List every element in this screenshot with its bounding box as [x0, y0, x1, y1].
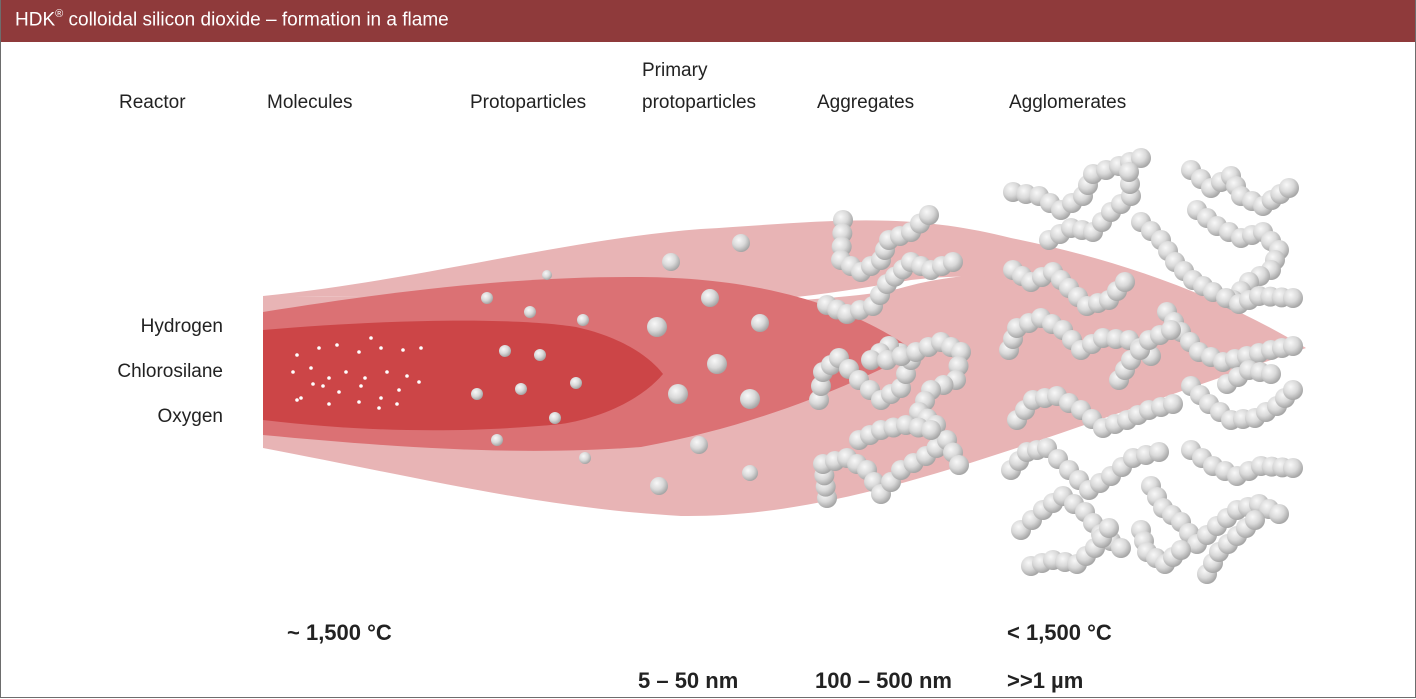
stage-label-primary-line1: Primary — [642, 60, 708, 81]
title-brand: HDK — [15, 9, 56, 31]
particle — [1161, 320, 1181, 340]
molecule-dot — [327, 376, 331, 380]
particle — [732, 234, 750, 252]
molecule-dot — [311, 382, 315, 386]
molecule-dot — [397, 388, 401, 392]
molecule-dot — [291, 370, 295, 374]
molecule-dot — [327, 402, 331, 406]
particle — [919, 205, 939, 225]
molecule-dot — [344, 370, 348, 374]
particle — [499, 345, 511, 357]
size-agglomerates: >>1 µm — [1007, 668, 1084, 693]
page-title: HDK® colloidal silicon dioxide – formati… — [15, 8, 449, 31]
molecule-dot — [295, 398, 299, 402]
molecule-dot — [295, 353, 299, 357]
particle — [1269, 504, 1289, 524]
particle — [647, 317, 667, 337]
molecule-dot — [337, 390, 341, 394]
molecule-dot — [309, 366, 313, 370]
particle — [690, 436, 708, 454]
particle — [1163, 394, 1183, 414]
particle — [1279, 178, 1299, 198]
particle — [668, 384, 688, 404]
particle — [707, 354, 727, 374]
molecule-dot — [417, 380, 421, 384]
particle — [742, 465, 758, 481]
particle — [1261, 364, 1281, 384]
particle — [577, 314, 589, 326]
particle — [1283, 336, 1303, 356]
stage-label-reactor: Reactor — [119, 92, 186, 113]
particle — [579, 452, 591, 464]
stage-label-primary-line2: protoparticles — [642, 92, 757, 113]
particle — [542, 270, 552, 280]
title-bar: HDK® colloidal silicon dioxide – formati… — [1, 0, 1415, 42]
size-aggregates: 100 – 500 nm — [815, 668, 952, 693]
stage-label-protoparticles: Protoparticles — [470, 92, 587, 113]
particle — [1171, 540, 1191, 560]
particle — [949, 455, 969, 475]
molecule-dot — [419, 346, 423, 350]
molecule-dot — [321, 384, 325, 388]
flame-core — [263, 320, 663, 431]
particle — [1149, 442, 1169, 462]
particle — [701, 289, 719, 307]
particle — [534, 349, 546, 361]
particle — [861, 350, 881, 370]
stage-label-agglomerates: Agglomerates — [1009, 92, 1127, 113]
particle — [740, 389, 760, 409]
molecule-dot — [359, 384, 363, 388]
input-label-oxygen: Oxygen — [157, 406, 223, 427]
particle — [1283, 458, 1303, 478]
molecule-dot — [363, 376, 367, 380]
molecule-dot — [317, 346, 321, 350]
particle — [481, 292, 493, 304]
particle — [1115, 272, 1135, 292]
molecule-dot — [299, 396, 303, 400]
input-label-chlorosilane: Chlorosilane — [117, 361, 223, 382]
molecule-dot — [385, 370, 389, 374]
molecule-dot — [357, 350, 361, 354]
particle — [1245, 510, 1265, 530]
particle — [1283, 288, 1303, 308]
particle — [515, 383, 527, 395]
particle — [570, 377, 582, 389]
stage-label-molecules: Molecules — [267, 92, 353, 113]
particle — [524, 306, 536, 318]
molecule-dot — [405, 374, 409, 378]
particle — [921, 420, 941, 440]
particle — [1283, 380, 1303, 400]
particle — [943, 252, 963, 272]
particle — [1111, 538, 1131, 558]
particle — [549, 412, 561, 424]
particle — [1099, 518, 1119, 538]
registered-mark: ® — [55, 8, 64, 20]
particle — [1131, 148, 1151, 168]
flame-outer-upper — [263, 220, 1306, 348]
temperature-cool: < 1,500 °C — [1007, 620, 1112, 645]
particle — [662, 253, 680, 271]
molecule-dot — [357, 400, 361, 404]
title-rest: colloidal silicon dioxide – formation in… — [63, 9, 449, 31]
particle — [1119, 162, 1139, 182]
stage-label-aggregates: Aggregates — [817, 92, 915, 113]
molecule-dot — [379, 346, 383, 350]
molecule-dot — [369, 336, 373, 340]
molecule-dot — [379, 396, 383, 400]
particle — [751, 314, 769, 332]
size-primary: 5 – 50 nm — [638, 668, 739, 693]
particle — [471, 388, 483, 400]
particle — [491, 434, 503, 446]
molecule-dot — [335, 343, 339, 347]
temperature-hot: ~ 1,500 °C — [287, 620, 392, 645]
input-label-hydrogen: Hydrogen — [140, 316, 223, 337]
particles — [471, 148, 1303, 584]
molecule-dots — [291, 336, 423, 410]
molecule-dot — [377, 406, 381, 410]
molecule-dot — [401, 348, 405, 352]
particle — [650, 477, 668, 495]
molecule-dot — [395, 402, 399, 406]
